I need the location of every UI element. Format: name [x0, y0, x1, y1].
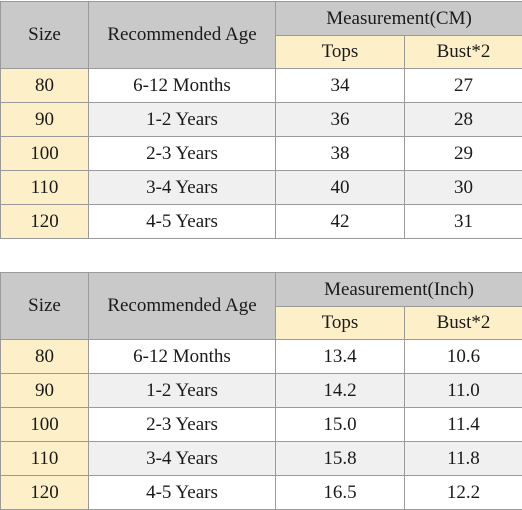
table-row: 120 4-5 Years 42 31 [0, 204, 522, 239]
bust-cell: 29 [403, 136, 522, 171]
bust-cell: 11.8 [403, 441, 522, 476]
age-cell: 2-3 Years [88, 136, 276, 171]
measurement-inch-header: Measurement(Inch) [274, 272, 522, 307]
size-cell: 120 [0, 475, 89, 510]
table-row: 100 2-3 Years 15.0 11.4 [0, 407, 522, 442]
bust-cell: 11.0 [403, 373, 522, 408]
tops-header: Tops [275, 35, 405, 69]
tops-cell: 40 [275, 170, 405, 205]
size-chart-inch-table: Size Recommended Age Measurement(Inch) T… [0, 272, 522, 510]
tops-cell: 34 [275, 68, 405, 103]
bust-cell: 27 [403, 68, 522, 103]
recommended-age-header: Recommended Age [88, 1, 276, 69]
recommended-age-header: Recommended Age [88, 272, 276, 340]
bust-cell: 31 [403, 204, 522, 239]
bust-header: Bust*2 [403, 35, 522, 69]
age-cell: 3-4 Years [88, 441, 276, 476]
size-cell: 80 [0, 339, 89, 374]
table-row: 80 6-12 Months 13.4 10.6 [0, 339, 522, 374]
size-chart-cm-table: Size Recommended Age Measurement(CM) Top… [0, 1, 522, 239]
size-cell: 80 [0, 68, 89, 103]
age-cell: 4-5 Years [88, 204, 276, 239]
age-cell: 2-3 Years [88, 407, 276, 442]
tops-cell: 42 [275, 204, 405, 239]
table-row: 110 3-4 Years 15.8 11.8 [0, 441, 522, 476]
size-header: Size [0, 1, 89, 69]
age-cell: 1-2 Years [88, 373, 276, 408]
bust-cell: 11.4 [403, 407, 522, 442]
bust-cell: 12.2 [403, 475, 522, 510]
table-row: 90 1-2 Years 14.2 11.0 [0, 373, 522, 408]
table-row: 80 6-12 Months 34 27 [0, 68, 522, 103]
table-row: 110 3-4 Years 40 30 [0, 170, 522, 205]
tops-header: Tops [275, 306, 405, 340]
age-cell: 6-12 Months [88, 68, 276, 103]
tops-cell: 13.4 [275, 339, 405, 374]
table-row: 90 1-2 Years 36 28 [0, 102, 522, 137]
age-cell: 6-12 Months [88, 339, 276, 374]
table-row: 120 4-5 Years 16.5 12.2 [0, 475, 522, 510]
bust-cell: 28 [403, 102, 522, 137]
table-row: 100 2-3 Years 38 29 [0, 136, 522, 171]
tops-cell: 15.8 [275, 441, 405, 476]
size-cell: 100 [0, 136, 89, 171]
tops-cell: 16.5 [275, 475, 405, 510]
size-cell: 90 [0, 102, 89, 137]
bust-cell: 10.6 [403, 339, 522, 374]
bust-cell: 30 [403, 170, 522, 205]
size-header: Size [0, 272, 89, 340]
tops-cell: 15.0 [275, 407, 405, 442]
size-cell: 110 [0, 441, 89, 476]
tops-cell: 38 [275, 136, 405, 171]
size-cell: 120 [0, 204, 89, 239]
age-cell: 1-2 Years [88, 102, 276, 137]
age-cell: 4-5 Years [88, 475, 276, 510]
tops-cell: 36 [275, 102, 405, 137]
age-cell: 3-4 Years [88, 170, 276, 205]
tops-cell: 14.2 [275, 373, 405, 408]
size-cell: 100 [0, 407, 89, 442]
size-cell: 110 [0, 170, 89, 205]
size-cell: 90 [0, 373, 89, 408]
bust-header: Bust*2 [403, 306, 522, 340]
measurement-cm-header: Measurement(CM) [274, 1, 522, 36]
